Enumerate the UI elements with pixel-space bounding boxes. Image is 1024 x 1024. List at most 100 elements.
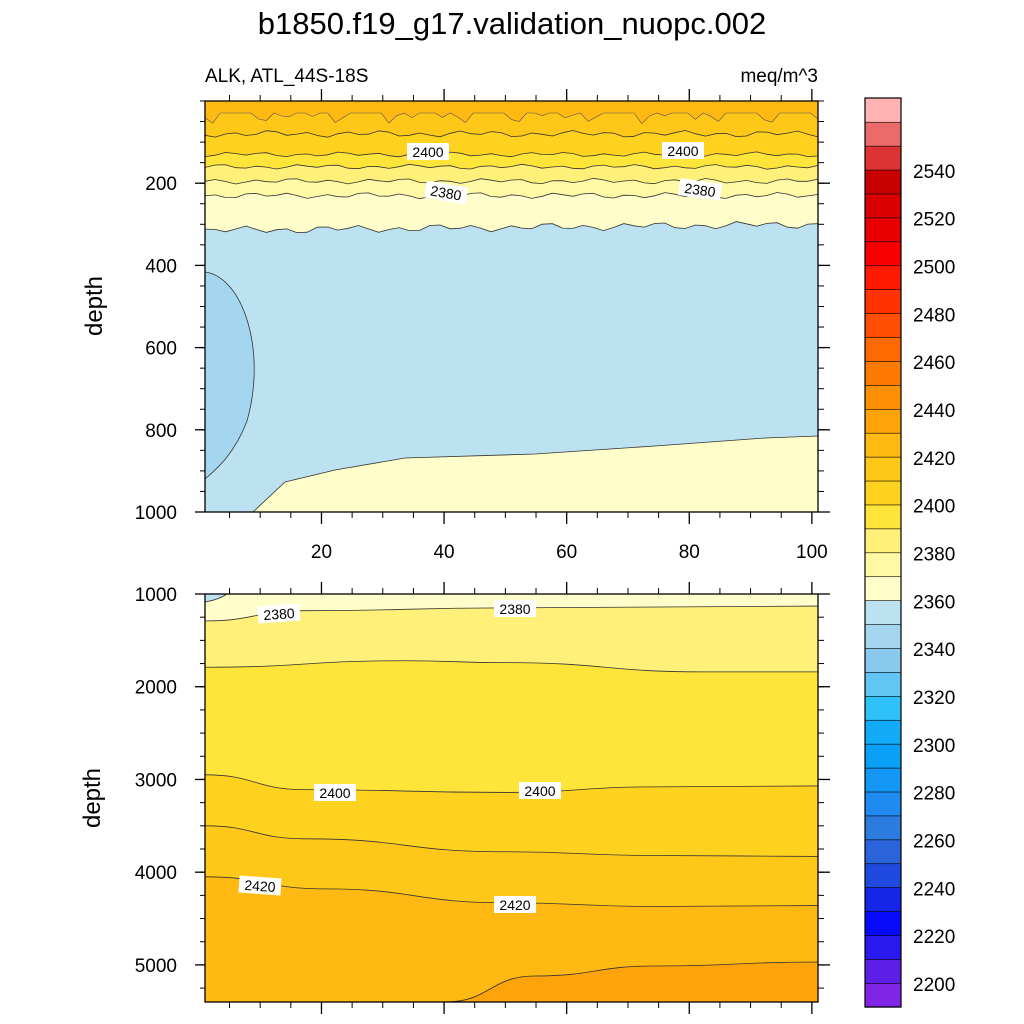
colorbar-box	[864, 982, 902, 1008]
colorbar-box	[864, 289, 902, 314]
x-tick-label: 80	[679, 542, 700, 563]
colorbar-box	[864, 839, 902, 865]
colorbar-label: 2520	[913, 210, 955, 231]
upper-fill-2350	[204, 271, 255, 480]
contour-label-bg	[678, 178, 723, 201]
colorbar-label: 2500	[913, 257, 955, 278]
contour-label-bg	[257, 603, 301, 624]
lower-panel-frame	[204, 593, 819, 1003]
lower-contour-label: 2420	[238, 875, 282, 896]
lower-contour-2400	[204, 774, 819, 793]
colorbar-label: 2380	[913, 545, 955, 566]
colorbar-box	[864, 863, 902, 888]
y-tick-label: 5000	[135, 956, 177, 977]
lower-contour-label: 2380	[257, 603, 301, 624]
y-tick-label: 800	[145, 421, 177, 442]
lower-fill-2390	[205, 594, 818, 672]
colorbar-label: 2360	[913, 592, 955, 613]
upper-contour-label: 2400	[407, 143, 449, 160]
colorbar: 2200 2220 2240 2260 2280 2300 2320 2340 2360 2380…	[864, 97, 955, 1008]
colorbar-box	[864, 719, 902, 745]
colorbar-label: 2420	[913, 449, 955, 470]
colorbar-label: 2200	[913, 975, 955, 996]
lower-contour-2430	[444, 961, 819, 1003]
colorbar-box	[864, 169, 902, 195]
y-tick-label: 3000	[135, 770, 177, 791]
upper-contour-label: 2380	[678, 178, 723, 201]
upper-contour-2370	[204, 221, 819, 234]
y-tick-label: 1000	[135, 585, 177, 606]
lower-contour-2410	[204, 825, 819, 857]
colorbar-label: 2280	[913, 784, 955, 805]
chart-title: b1850.f19_g17.validation_nuopc.002	[258, 6, 767, 41]
contour-label-text: 2380	[263, 605, 295, 623]
colorbar-label: 2440	[913, 401, 955, 422]
colorbar-box	[864, 312, 902, 338]
contour-label-bg	[494, 896, 536, 913]
colorbar-box	[864, 336, 902, 362]
lower-y-axis-label: depth	[79, 768, 106, 828]
y-tick-label: 1000	[135, 503, 177, 524]
colorbar-box	[864, 552, 902, 578]
colorbar-box	[864, 265, 902, 290]
lower-contour-label: 2380	[494, 600, 536, 617]
upper-contour-2370-deep	[252, 435, 819, 513]
lower-contour-label: 2400	[314, 784, 356, 801]
colorbar-box	[864, 791, 902, 817]
colorbar-box	[864, 408, 902, 434]
contour-label-bg	[519, 782, 561, 799]
contour-label-text: 2400	[319, 785, 350, 801]
colorbar-box	[864, 456, 902, 482]
upper-contour-label: 2380	[423, 180, 469, 205]
y-tick-label: 4000	[135, 863, 177, 884]
colorbar-box	[864, 623, 902, 649]
colorbar-box	[864, 767, 902, 793]
lower-panel-contour-labels: 2380 2380 2400 2400 2420 2420	[238, 600, 561, 913]
colorbar-box	[864, 480, 902, 506]
contour-label-bg	[423, 180, 469, 205]
colorbar-box	[864, 360, 902, 386]
contour-label-text: 2420	[499, 897, 530, 913]
lower-contour-label: 2420	[494, 896, 536, 913]
colorbar-label: 2460	[913, 353, 955, 374]
colorbar-box	[864, 384, 902, 410]
upper-contour-2420	[204, 130, 819, 138]
upper-panel: 2400 2400 2380 2380 200 400 600 800 1000 20 40 60 8…	[81, 89, 830, 563]
upper-y-axis-label: depth	[81, 276, 108, 336]
x-tick-label: 40	[433, 542, 454, 563]
upper-contour-label: 2400	[662, 142, 704, 159]
colorbar-box	[864, 695, 902, 721]
colorbar-label: 2480	[913, 305, 955, 326]
upper-panel-fills	[204, 101, 818, 512]
colorbar-box	[864, 241, 902, 267]
colorbar-box	[864, 193, 902, 219]
upper-panel-contour-lines	[204, 112, 819, 513]
upper-panel-ticks: 200 400 600 800 1000 20 40 60 80 100	[135, 89, 830, 563]
upper-contour-2400	[204, 163, 819, 170]
colorbar-box	[864, 600, 902, 625]
contour-label-text: 2380	[499, 601, 530, 617]
contour-label-bg	[238, 875, 282, 896]
colorbar-box	[864, 934, 902, 960]
upper-fill-2430	[205, 101, 818, 124]
x-tick-label: 20	[311, 542, 332, 563]
colorbar-box	[864, 432, 902, 458]
upper-contour-2390	[204, 177, 819, 185]
upper-panel-contour-labels: 2400 2400 2380 2380	[407, 142, 723, 205]
lower-panel-ticks: 1000 2000 3000 4000 5000	[135, 582, 830, 1014]
x-tick-label: 60	[556, 542, 577, 563]
colorbar-box	[864, 815, 902, 841]
colorbar-frame	[864, 97, 902, 1008]
contour-label-text: 2420	[244, 877, 276, 895]
lower-fill-2440-deep	[445, 962, 818, 1002]
upper-contour-2430	[204, 112, 819, 125]
colorbar-box	[864, 576, 902, 601]
x-tick-label: 100	[796, 542, 828, 563]
contour-label-bg	[407, 143, 449, 160]
contour-label-text: 2380	[683, 180, 716, 200]
lower-contour-2390	[204, 660, 818, 673]
colorbar-box	[864, 647, 902, 673]
colorbar-label: 2320	[913, 688, 955, 709]
colorbar-box	[864, 504, 902, 530]
